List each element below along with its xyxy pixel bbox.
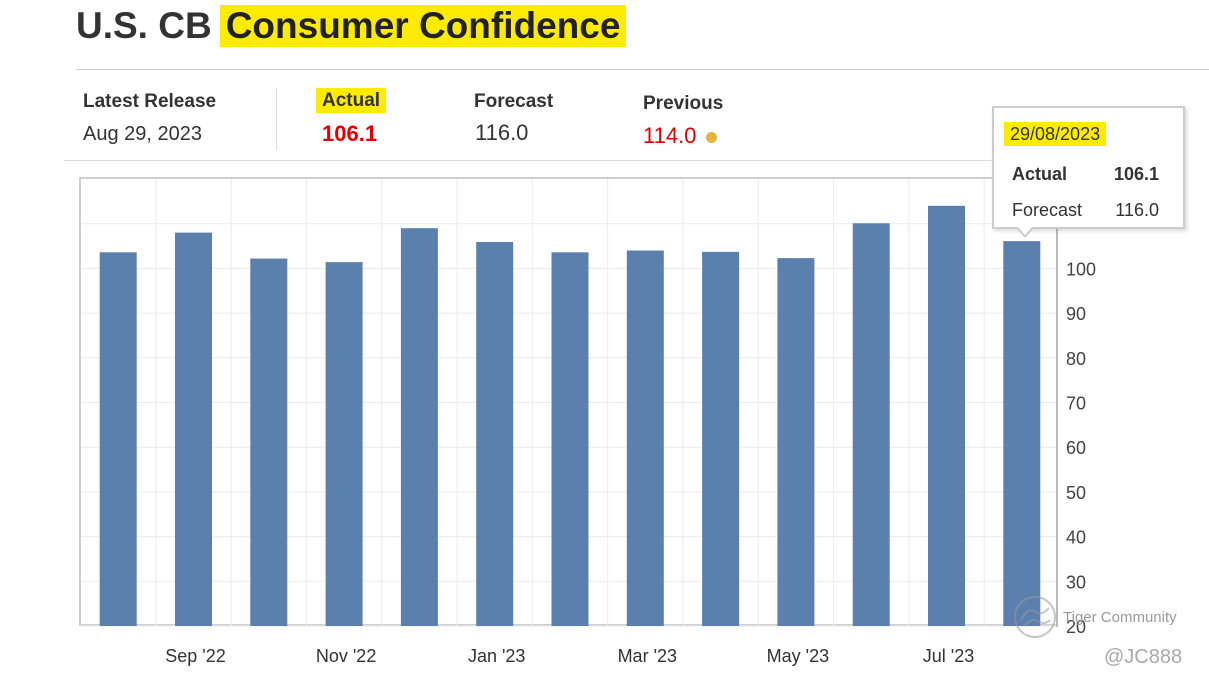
y-tick-label: 60 (1066, 438, 1086, 458)
bar-sep-22[interactable] (175, 232, 212, 626)
watermark-handle: @JC888 (1104, 646, 1183, 668)
previous-value-wrap: 114.0 (643, 123, 718, 149)
bar-dec-22[interactable] (400, 228, 438, 627)
bar-jan-23[interactable] (476, 242, 514, 627)
tooltip-forecast-label: Forecast (1012, 200, 1083, 220)
y-tick-label: 40 (1066, 528, 1086, 548)
tiger-logo-icon (1014, 596, 1056, 638)
bar-jun-23[interactable] (852, 223, 890, 627)
previous-label: Previous (643, 93, 724, 114)
bar-apr-23[interactable] (702, 251, 740, 626)
x-tick-label: Nov '22 (316, 646, 376, 666)
bar-feb-23[interactable] (551, 252, 589, 627)
y-tick-label: 30 (1066, 572, 1086, 592)
bar-oct-22[interactable] (250, 258, 288, 626)
y-tick-label: 20 (1066, 617, 1086, 637)
tooltip-pointer-inner (1018, 227, 1032, 235)
y-tick-label: 70 (1066, 394, 1086, 414)
bars (99, 205, 1041, 627)
bar-aug-22[interactable] (99, 252, 137, 627)
summary-divider (64, 160, 996, 161)
y-tick-label: 50 (1066, 483, 1086, 503)
x-tick-labels: Sep '22 Nov '22 Jan '23 Mar '23 May '23 Jul '… (165, 646, 974, 666)
x-tick-label: Jan '23 (468, 646, 525, 666)
forecast-label: Forecast (474, 91, 554, 112)
tooltip-actual-value: 106.1 (1113, 164, 1159, 184)
tooltip-date-text: 29/08/2023 (1004, 122, 1107, 146)
x-tick-label: Sep '22 (165, 646, 226, 666)
x-tick-label: Jul '23 (923, 646, 974, 666)
previous-value: 114.0 (643, 123, 697, 148)
bar-mar-23[interactable] (626, 250, 664, 626)
bar-may-23[interactable] (777, 258, 815, 626)
latest-release-label: Latest Release (83, 91, 217, 112)
page-title: U.S. CB Consumer Confidence (76, 0, 627, 52)
tooltip-date: 29/08/2023 (1004, 122, 1107, 146)
x-tick-label: Mar '23 (618, 646, 677, 666)
title-highlight: Consumer Confidence (219, 5, 627, 47)
actual-label-text: Actual (316, 88, 387, 113)
bar-nov-22[interactable] (325, 262, 363, 626)
header-divider (76, 69, 1209, 70)
summary-separator (276, 88, 277, 150)
chart-tooltip: 29/08/2023 Actual 106.1 Forecast 116.0 (992, 106, 1185, 229)
title-prefix: U.S. CB (76, 5, 212, 46)
y-tick-label: 100 (1066, 259, 1096, 279)
bar-jul-23[interactable] (928, 205, 965, 626)
y-tick-label: 80 (1066, 349, 1086, 369)
tooltip-actual-label: Actual (1012, 164, 1068, 184)
y-tick-label: 90 (1066, 304, 1086, 324)
previous-indicator-dot (706, 131, 718, 143)
x-tick-label: May '23 (767, 646, 829, 666)
y-tick-labels: 20 30 40 50 60 70 80 90 100 (1066, 259, 1096, 637)
actual-label: Actual (316, 88, 387, 113)
actual-value: 106.1 (322, 121, 378, 146)
bar-aug-23[interactable] (1003, 241, 1041, 626)
tooltip-forecast-value: 116.0 (1115, 200, 1159, 220)
forecast-value: 116.0 (475, 120, 529, 145)
watermark-brand: Tiger Community (1063, 609, 1177, 626)
grid-lines (81, 179, 1056, 627)
latest-release-date: Aug 29, 2023 (83, 123, 202, 145)
